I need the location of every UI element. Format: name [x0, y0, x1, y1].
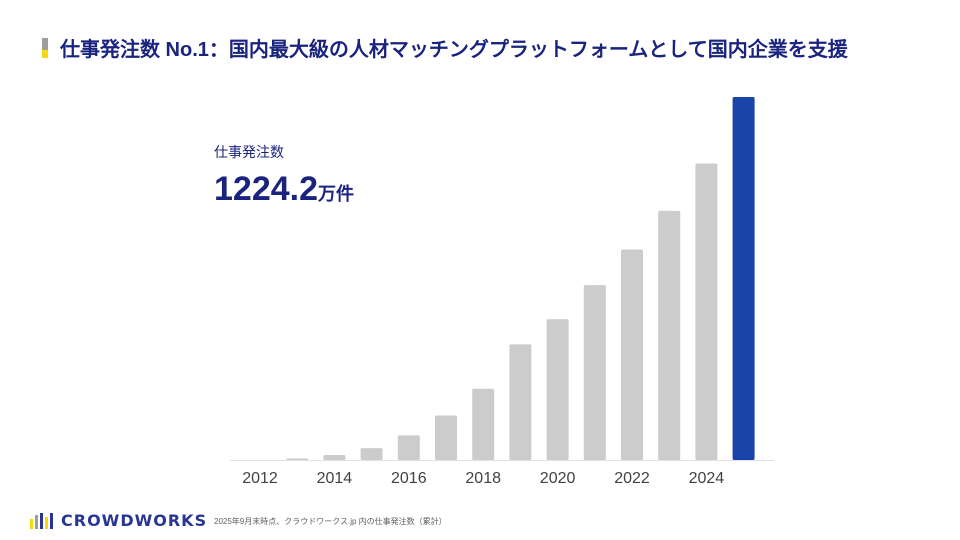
x-tick-label-2022: 2022	[614, 470, 650, 487]
x-tick-label-2012: 2012	[242, 470, 278, 487]
x-tick-label-2020: 2020	[540, 470, 576, 487]
logo-text: CROWDWORKS	[61, 511, 208, 530]
bar-2019	[509, 344, 532, 460]
bar-2016	[397, 435, 420, 460]
bar-2022	[621, 249, 643, 460]
title-accent-mark	[42, 37, 48, 58]
bar-2014	[323, 455, 346, 460]
bar-2020	[546, 319, 569, 460]
metric-number: 1224.2	[214, 170, 318, 208]
bar-2025	[732, 97, 755, 460]
metric-block: 仕事発注数 1224.2万件	[214, 142, 354, 209]
source-footnote: 2025年9月末時点、クラウドワークス.jp 内の仕事発注数（累計）	[214, 517, 447, 526]
slide-header: 仕事発注数 No.1：国内最大級の人材マッチングプラットフォームとして国内企業を…	[42, 33, 848, 62]
bar-2021	[583, 285, 606, 460]
logo-bar	[40, 512, 43, 529]
logo-bar	[35, 514, 38, 529]
bar-chart: 2012 2014 2016 2018 2020 2022 2024	[230, 97, 774, 487]
bar-2013	[286, 458, 309, 460]
logo-bar	[50, 512, 53, 529]
x-tick-label-2016: 2016	[391, 470, 427, 487]
bar-2024	[695, 163, 718, 460]
bar-2018	[472, 388, 495, 460]
logo-mark-icon	[30, 512, 55, 529]
x-tick-label-2018: 2018	[465, 470, 501, 487]
x-tick-label-2024: 2024	[689, 470, 725, 487]
x-tick-label-2014: 2014	[317, 470, 353, 487]
logo-bar	[30, 518, 33, 529]
metric-value: 1224.2万件	[214, 170, 354, 209]
page-title: 仕事発注数 No.1：国内最大級の人材マッチングプラットフォームとして国内企業を…	[60, 39, 848, 61]
metric-label: 仕事発注数	[214, 144, 284, 160]
metric-unit: 万件	[318, 184, 354, 204]
bar-2015	[360, 448, 383, 460]
title-accent-yellow	[42, 49, 48, 58]
logo-bar	[45, 516, 48, 529]
bar-2017	[435, 415, 457, 460]
title-accent-gray	[42, 37, 48, 50]
bar-2023	[658, 210, 681, 460]
crowdworks-logo: CROWDWORKS	[30, 511, 207, 530]
